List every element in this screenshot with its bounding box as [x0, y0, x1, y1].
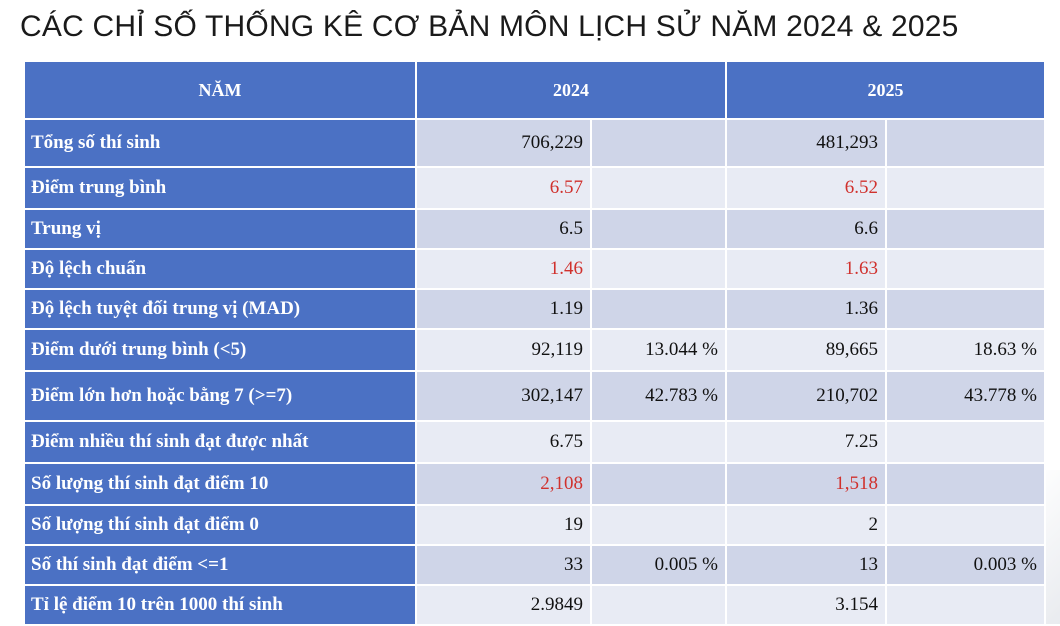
value-2025: 210,702: [725, 370, 887, 422]
percent-2025: [885, 420, 1046, 464]
statistics-table: NĂM 2024 2025 Tổng số thí sinh 706,229 4…: [23, 60, 1046, 626]
percent-2025: [885, 288, 1046, 330]
value-2025: 3.154: [725, 584, 887, 626]
percent-2025: 43.778 %: [885, 370, 1046, 422]
percent-2024: [590, 462, 727, 506]
value-2025: 2: [725, 504, 887, 546]
percent-2024: [590, 584, 727, 626]
table-row: Số lượng thí sinh đạt điểm 0 19 2: [23, 504, 1046, 546]
value-2024: 6.5: [415, 208, 592, 250]
row-label: Số thí sinh đạt điểm <=1: [23, 544, 417, 586]
table-row: Tỉ lệ điểm 10 trên 1000 thí sinh 2.9849 …: [23, 584, 1046, 626]
percent-2025: [885, 462, 1046, 506]
value-2024: 1.19: [415, 288, 592, 330]
value-2025: 481,293: [725, 118, 887, 168]
value-2024: 19: [415, 504, 592, 546]
value-2025: 6.6: [725, 208, 887, 250]
percent-2024: [590, 248, 727, 290]
value-2024: 33: [415, 544, 592, 586]
value-2025: 1.63: [725, 248, 887, 290]
table-row: Điểm trung bình 6.57 6.52: [23, 166, 1046, 210]
percent-2024: [590, 208, 727, 250]
row-label: Tỉ lệ điểm 10 trên 1000 thí sinh: [23, 584, 417, 626]
percent-2025: 0.003 %: [885, 544, 1046, 586]
row-label: Độ lệch chuẩn: [23, 248, 417, 290]
percent-2025: 18.63 %: [885, 328, 1046, 372]
table-row: Điểm dưới trung bình (<5) 92,119 13.044 …: [23, 328, 1046, 372]
percent-2024: [590, 118, 727, 168]
value-2025: 89,665: [725, 328, 887, 372]
value-2024: 706,229: [415, 118, 592, 168]
percent-2025: [885, 208, 1046, 250]
row-label: Số lượng thí sinh đạt điểm 0: [23, 504, 417, 546]
value-2024: 6.57: [415, 166, 592, 210]
table-row: Số lượng thí sinh đạt điểm 10 2,108 1,51…: [23, 462, 1046, 506]
value-2025: 1,518: [725, 462, 887, 506]
value-2024: 1.46: [415, 248, 592, 290]
percent-2024: 13.044 %: [590, 328, 727, 372]
table-header-row: NĂM 2024 2025: [23, 60, 1046, 120]
percent-2024: [590, 288, 727, 330]
value-2024: 6.75: [415, 420, 592, 464]
table-row: Tổng số thí sinh 706,229 481,293: [23, 118, 1046, 168]
table-row: Điểm nhiều thí sinh đạt được nhất 6.75 7…: [23, 420, 1046, 464]
row-label: Điểm lớn hơn hoặc bằng 7 (>=7): [23, 370, 417, 422]
percent-2024: 42.783 %: [590, 370, 727, 422]
percent-2024: 0.005 %: [590, 544, 727, 586]
row-label: Điểm dưới trung bình (<5): [23, 328, 417, 372]
percent-2025: [885, 504, 1046, 546]
table-row: Điểm lớn hơn hoặc bằng 7 (>=7) 302,147 4…: [23, 370, 1046, 422]
table-row: Độ lệch chuẩn 1.46 1.63: [23, 248, 1046, 290]
value-2025: 1.36: [725, 288, 887, 330]
row-label: Độ lệch tuyệt đối trung vị (MAD): [23, 288, 417, 330]
percent-2025: [885, 118, 1046, 168]
value-2025: 7.25: [725, 420, 887, 464]
percent-2025: [885, 248, 1046, 290]
header-year-label: NĂM: [23, 60, 417, 120]
row-label: Điểm trung bình: [23, 166, 417, 210]
table-row: Trung vị 6.5 6.6: [23, 208, 1046, 250]
row-label: Trung vị: [23, 208, 417, 250]
table-row: Số thí sinh đạt điểm <=1 33 0.005 % 13 0…: [23, 544, 1046, 586]
percent-2024: [590, 504, 727, 546]
header-year-2024: 2024: [415, 60, 727, 120]
percent-2024: [590, 166, 727, 210]
value-2024: 302,147: [415, 370, 592, 422]
percent-2025: [885, 584, 1046, 626]
header-year-2025: 2025: [725, 60, 1046, 120]
value-2024: 2,108: [415, 462, 592, 506]
value-2025: 13: [725, 544, 887, 586]
row-label: Số lượng thí sinh đạt điểm 10: [23, 462, 417, 506]
value-2024: 2.9849: [415, 584, 592, 626]
row-label: Điểm nhiều thí sinh đạt được nhất: [23, 420, 417, 464]
percent-2024: [590, 420, 727, 464]
value-2024: 92,119: [415, 328, 592, 372]
percent-2025: [885, 166, 1046, 210]
table-row: Độ lệch tuyệt đối trung vị (MAD) 1.19 1.…: [23, 288, 1046, 330]
page-title: CÁC CHỈ SỐ THỐNG KÊ CƠ BẢN MÔN LỊCH SỬ N…: [20, 10, 959, 43]
value-2025: 6.52: [725, 166, 887, 210]
row-label: Tổng số thí sinh: [23, 118, 417, 168]
